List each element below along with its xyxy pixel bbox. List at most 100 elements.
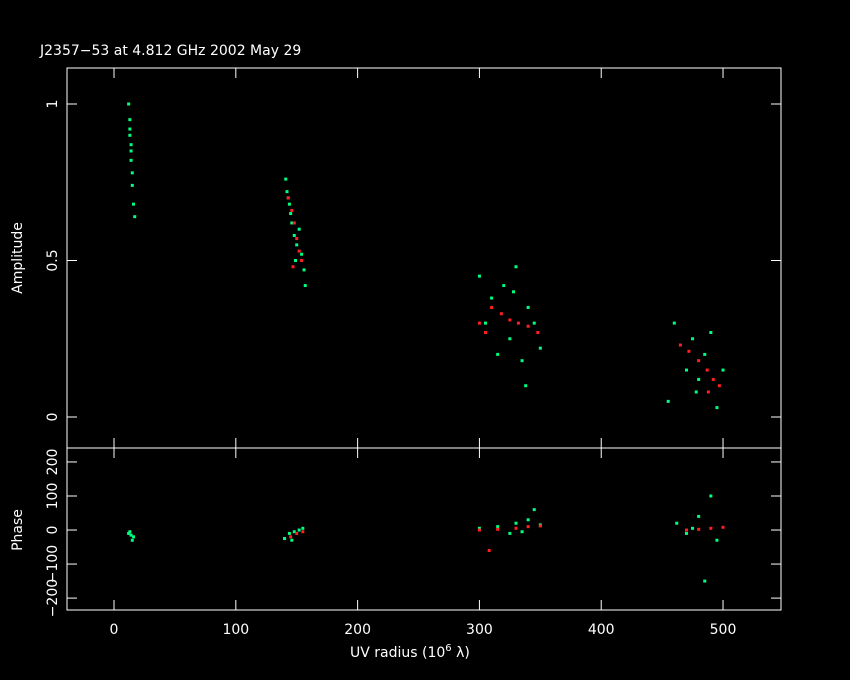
data-point [130, 538, 134, 542]
data-point [508, 318, 512, 322]
data-point [127, 102, 131, 106]
y-tick-label: −200 [45, 579, 61, 617]
data-point [295, 531, 299, 535]
data-point [477, 526, 481, 530]
data-point [293, 259, 297, 263]
x-axis-label-text: UV radius (10 [350, 645, 445, 661]
data-point [289, 535, 293, 539]
x-axis-label-end: λ) [452, 645, 470, 661]
data-point [508, 531, 512, 535]
data-point [127, 531, 131, 535]
data-point [301, 530, 305, 534]
data-point [496, 525, 500, 529]
data-point [132, 535, 136, 539]
data-point [287, 531, 291, 535]
data-point [302, 268, 306, 272]
data-point [697, 527, 701, 531]
data-point [490, 305, 494, 309]
data-point [520, 530, 524, 534]
data-point [128, 127, 132, 131]
x-axis-label: UV radius (106 λ) [350, 643, 470, 661]
plot-frame [66, 447, 782, 611]
data-point [678, 343, 682, 347]
data-point [129, 143, 133, 147]
data-point [709, 526, 713, 530]
data-point [717, 384, 721, 388]
data-point [477, 321, 481, 325]
data-point [526, 324, 530, 328]
y-tick-label: 0 [45, 413, 61, 422]
data-point [133, 215, 137, 219]
data-point [721, 525, 725, 529]
data-point [721, 368, 725, 372]
data-point [290, 221, 294, 225]
y-axis-label: Amplitude [10, 222, 26, 294]
data-point [297, 528, 301, 532]
data-point [297, 249, 301, 253]
y-axis-label: Phase [10, 509, 26, 551]
x-axis-label-sup: 6 [445, 643, 451, 654]
data-point [301, 526, 305, 530]
x-tick-label: 500 [710, 622, 737, 638]
data-point [666, 399, 670, 403]
data-point [512, 290, 516, 294]
data-point [703, 579, 707, 583]
data-point [290, 208, 294, 212]
data-point [691, 526, 695, 530]
data-point [129, 158, 133, 162]
data-point [684, 531, 688, 535]
data-point [516, 321, 520, 325]
data-point [709, 330, 713, 334]
data-point [706, 390, 710, 394]
data-point [132, 202, 136, 206]
x-tick-label: 400 [588, 622, 615, 638]
data-point [715, 538, 719, 542]
data-point [284, 177, 288, 181]
data-point [292, 530, 296, 534]
data-point [295, 243, 299, 247]
y-tick-label: 0.5 [45, 249, 61, 271]
data-point [287, 202, 291, 206]
data-point [484, 321, 488, 325]
data-point [292, 233, 296, 237]
data-point [499, 312, 503, 316]
data-point [300, 259, 304, 263]
y-tick-label: 100 [45, 483, 61, 510]
data-point [705, 368, 709, 372]
data-point [526, 518, 530, 522]
data-point [289, 212, 293, 216]
data-point [526, 525, 530, 529]
data-point [675, 521, 679, 525]
data-point [285, 190, 289, 194]
data-point [477, 274, 481, 278]
data-point [538, 346, 542, 350]
data-point [300, 252, 304, 256]
data-point [487, 548, 491, 552]
y-tick-label: 0 [45, 526, 61, 535]
data-point [496, 527, 500, 531]
data-point [496, 352, 500, 356]
x-tick-label: 0 [110, 622, 119, 638]
data-point [292, 221, 296, 225]
data-point [694, 390, 698, 394]
data-point [290, 538, 294, 542]
data-point [684, 528, 688, 532]
data-point [520, 359, 524, 363]
data-point [709, 494, 713, 498]
data-point [697, 514, 701, 518]
data-point [128, 118, 132, 122]
data-point [687, 349, 691, 353]
y-tick-label: 1 [45, 100, 61, 109]
data-point [514, 526, 518, 530]
x-tick-label: 200 [344, 622, 371, 638]
data-point [697, 377, 701, 381]
y-tick-label: −100 [45, 545, 61, 583]
y-tick-label: 200 [45, 449, 61, 476]
data-point [129, 149, 133, 153]
data-point [490, 296, 494, 300]
data-point [286, 196, 290, 200]
data-point [524, 384, 528, 388]
data-point [672, 321, 676, 325]
data-point [532, 508, 536, 512]
